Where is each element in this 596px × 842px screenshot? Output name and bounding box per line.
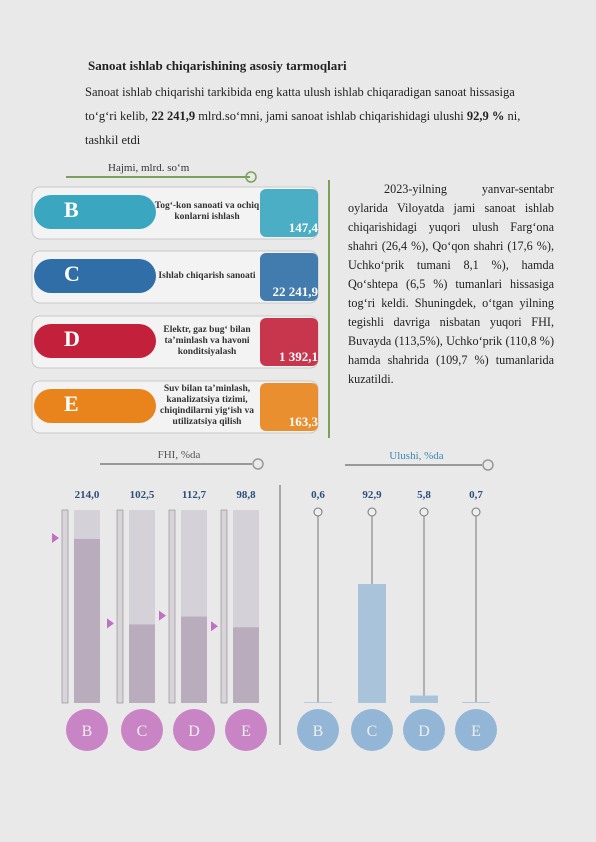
stem-dot — [367, 507, 377, 517]
category-label: E — [471, 723, 481, 740]
row-label: Ishlab chiqarish sanoati — [158, 270, 256, 281]
stem-dot — [419, 507, 429, 517]
chart-title: Ulushi, %da — [389, 450, 444, 462]
row-letter: B — [64, 197, 79, 222]
intro-text: ni, tashkil etdi — [85, 109, 521, 147]
pointer — [211, 621, 218, 632]
row-label: Elektr, gaz bug‘ bilan ta’minlash va hav… — [163, 324, 251, 357]
row-value: 1 392,1 — [279, 349, 318, 364]
value-label: 5,8 — [417, 489, 431, 501]
category-label: C — [367, 723, 378, 740]
volume-title: Hajmi, mlrd. so‘m — [108, 162, 190, 174]
category-circle — [351, 709, 393, 751]
row-letter: C — [64, 261, 80, 286]
rule-dot — [245, 171, 257, 183]
category-label: D — [188, 723, 200, 740]
category-label: B — [313, 723, 324, 740]
intro-bold: 92,9 % — [466, 109, 505, 123]
thin-tube — [61, 509, 69, 704]
row-pill — [34, 324, 156, 358]
value-label: 0,6 — [311, 489, 325, 501]
bar — [410, 695, 438, 703]
row-letter: D — [64, 326, 80, 351]
bar — [181, 616, 207, 703]
category-circle — [297, 709, 339, 751]
bar — [233, 627, 259, 703]
pointer — [159, 610, 166, 621]
row-label: Tog‘-kon sanoati va ochiq konlarni ishla… — [154, 201, 260, 222]
title-dot — [252, 458, 264, 470]
value-box — [260, 253, 318, 301]
bar — [358, 584, 386, 703]
bar — [129, 624, 155, 703]
title-dot — [482, 459, 494, 471]
thin-tube — [168, 509, 176, 704]
bar — [74, 538, 100, 703]
thin-tube — [116, 509, 124, 704]
value-box — [260, 189, 318, 237]
bar — [304, 702, 332, 703]
category-circle — [403, 709, 445, 751]
value-label: 98,8 — [236, 489, 256, 501]
paragraph: 2023-yilning yanvar-sentabr oylarida Vil… — [348, 182, 554, 386]
category-circle — [66, 709, 108, 751]
category-label: C — [137, 723, 148, 740]
row-label: Suv bilan ta’minlash, kanalizatsiya tizi… — [160, 384, 254, 427]
value-label: 112,7 — [182, 489, 207, 501]
chart-title: FHI, %da — [158, 449, 201, 461]
row-value: 22 241,9 — [272, 284, 319, 299]
category-label: B — [82, 723, 93, 740]
pointer — [52, 532, 59, 543]
category-circle — [121, 709, 163, 751]
intro-text: mlrd.so‘mni, jami sanoat ishlab chiqaris… — [198, 109, 464, 123]
intro-text: Sanoat ishlab chiqarishi tarkibida eng k… — [85, 85, 515, 123]
row-pill — [34, 259, 156, 293]
category-label: E — [241, 723, 251, 740]
row-value: 147,4 — [288, 220, 318, 235]
row-pill — [34, 195, 156, 229]
value-box — [260, 318, 318, 366]
intro: Sanoat ishlab chiqarishi tarkibida eng k… — [85, 80, 545, 152]
row-value: 163,3 — [288, 414, 318, 429]
stem-dot — [313, 507, 323, 517]
category-circle — [455, 709, 497, 751]
value-label: 102,5 — [130, 489, 155, 501]
value-label: 0,7 — [469, 489, 483, 501]
value-label: 92,9 — [362, 489, 382, 501]
thin-tube — [220, 509, 228, 704]
value-box — [260, 383, 318, 431]
bar — [462, 702, 490, 703]
category-circle — [173, 709, 215, 751]
heading: Sanoat ishlab chiqarishining asosiy tarm… — [88, 58, 347, 73]
stem-dot — [471, 507, 481, 517]
pointer — [107, 618, 114, 629]
row-pill — [34, 389, 156, 423]
value-label: 214,0 — [75, 489, 100, 501]
category-label: D — [418, 723, 430, 740]
row-letter: E — [64, 391, 79, 416]
category-circle — [225, 709, 267, 751]
intro-bold: 22 241,9 — [151, 109, 196, 123]
